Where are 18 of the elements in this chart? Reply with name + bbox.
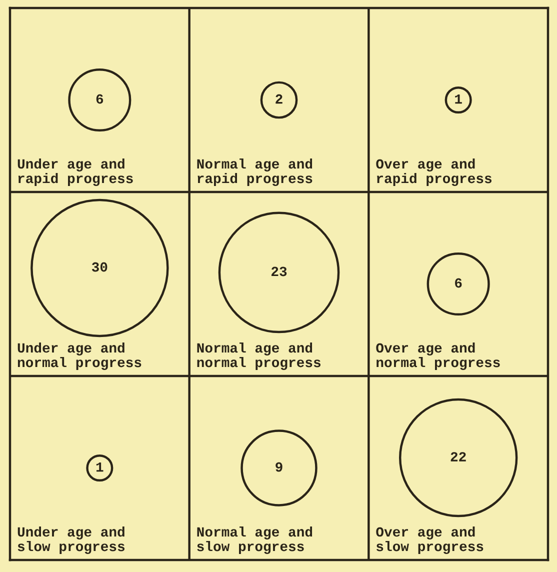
data-label: 6 [96, 94, 104, 104]
category-label: Normal age and rapid progress [197, 158, 312, 186]
data-label: 1 [455, 94, 462, 104]
category-label: Under age and rapid progress [18, 158, 133, 186]
data-label: 23 [272, 266, 287, 276]
category-label: Normal age and slow progress [197, 526, 312, 554]
category-label: Under age and normal progress [18, 342, 142, 370]
category-label: Over age and normal progress [376, 342, 500, 370]
data-label: 2 [276, 94, 282, 104]
category-label: Normal age and normal progress [197, 342, 321, 370]
category-label: Over age and rapid progress [376, 158, 492, 186]
data-label: 30 [92, 262, 108, 272]
data-label: 9 [276, 462, 282, 472]
category-label: Over age and slow progress [376, 526, 484, 554]
data-label: 6 [455, 278, 462, 288]
category-label: Under age and slow progress [18, 526, 125, 554]
data-label: 1 [96, 462, 104, 472]
data-label: 22 [450, 452, 466, 462]
